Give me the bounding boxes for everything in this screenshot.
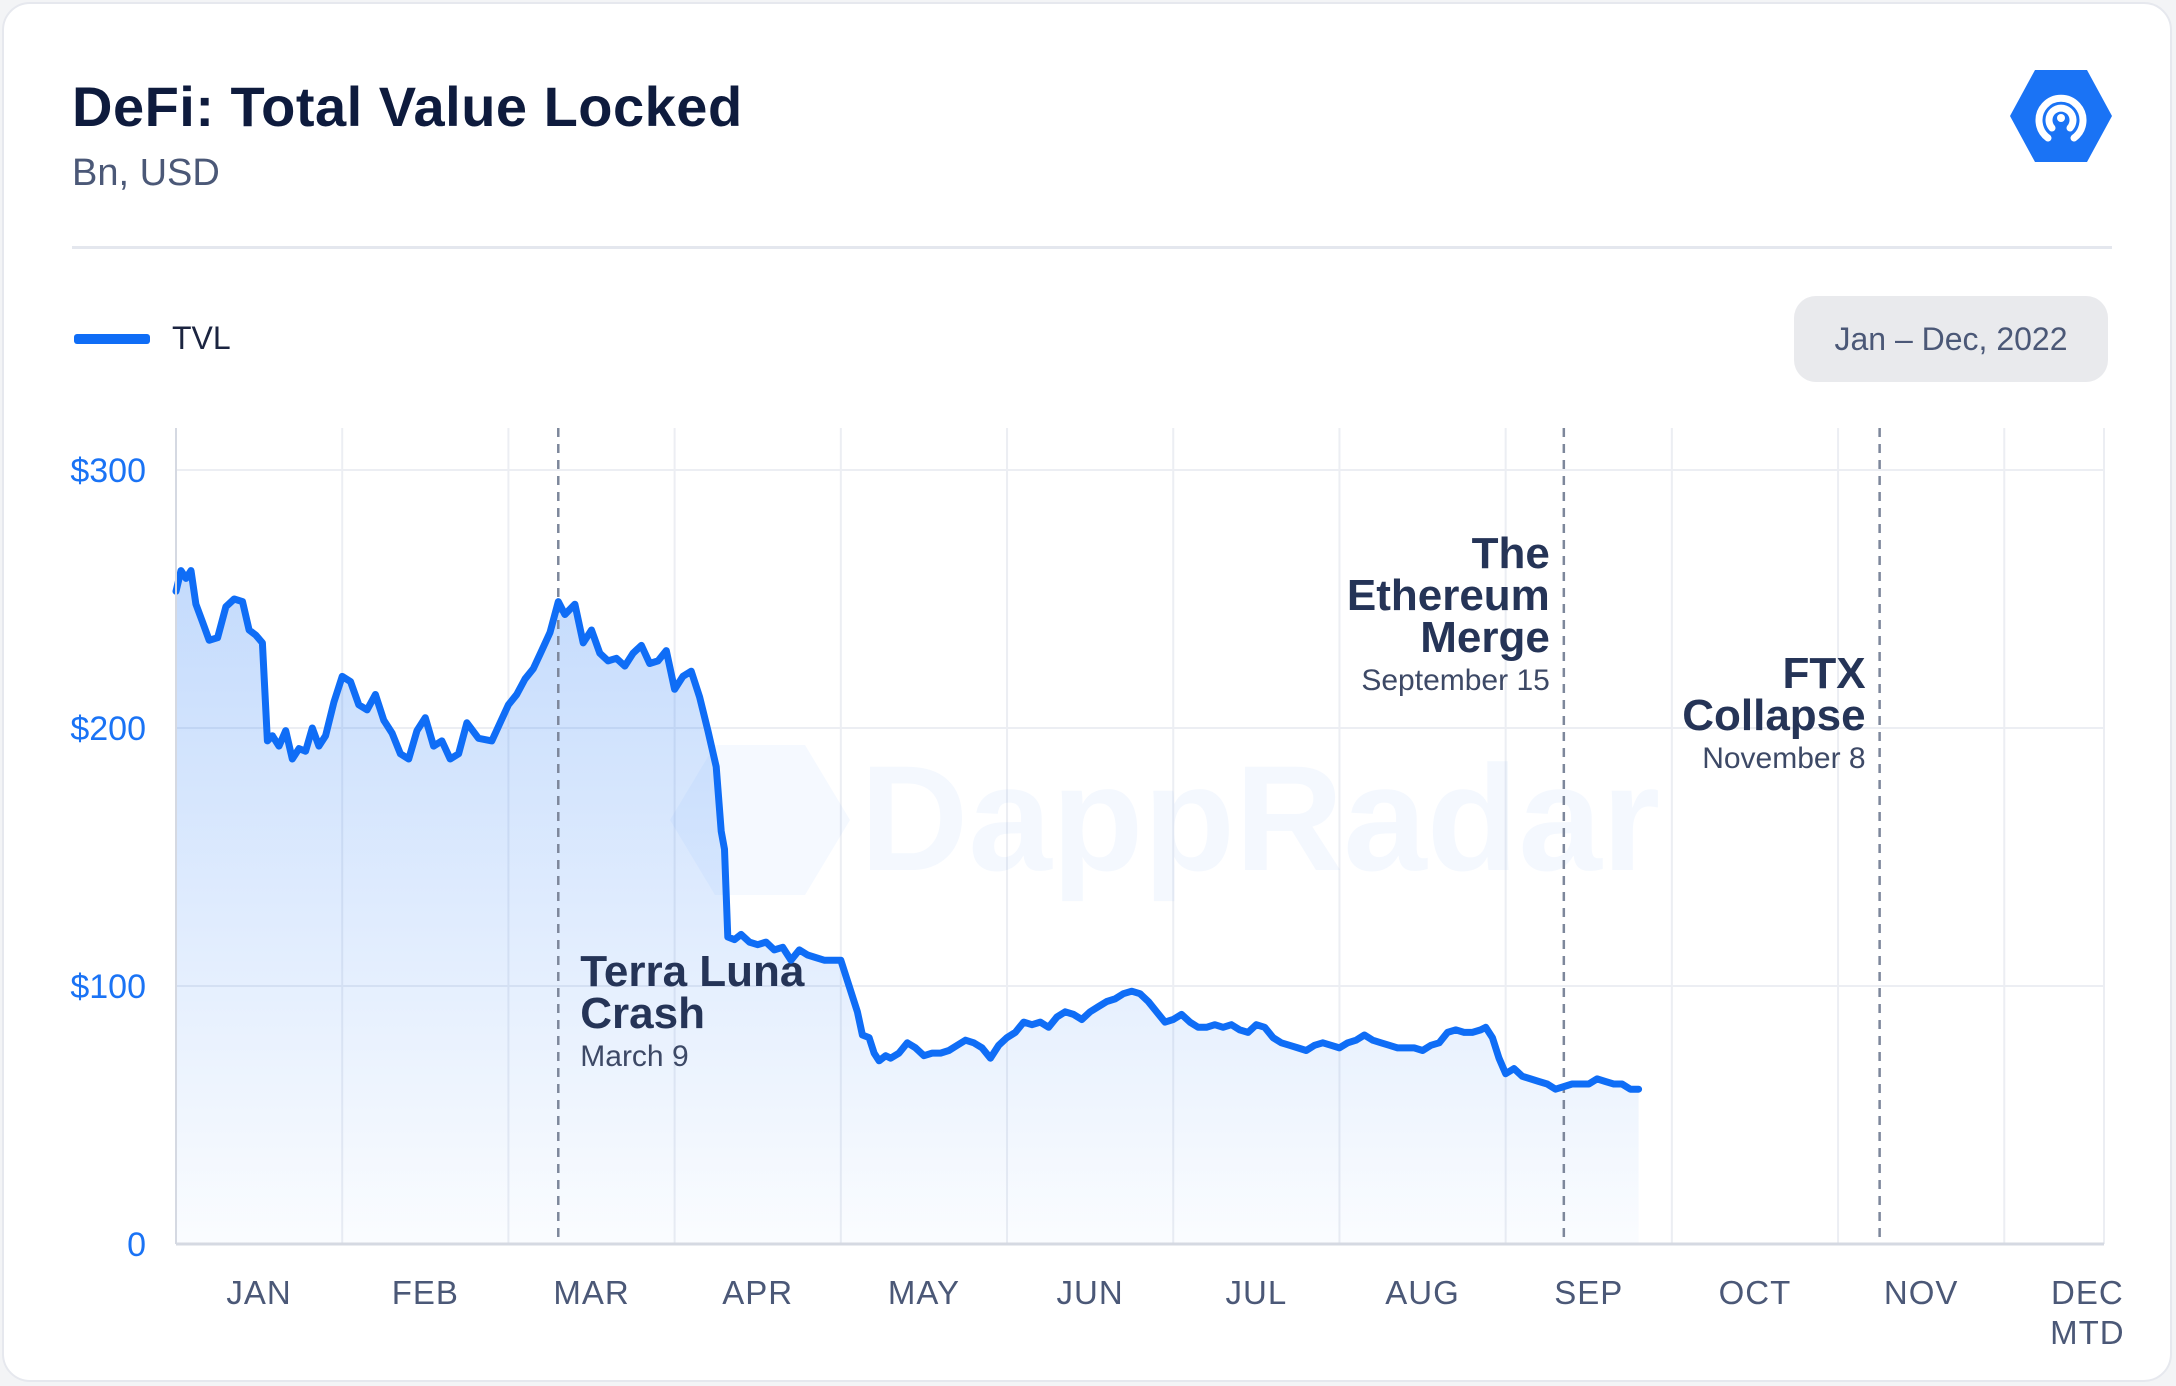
tvl-area-fill — [176, 570, 1639, 1244]
legend-label-tvl: TVL — [172, 320, 231, 356]
x-tick-label: OCT — [1719, 1274, 1792, 1311]
event-date: September 15 — [1361, 664, 1549, 697]
x-tick-label: JAN — [226, 1274, 291, 1311]
y-tick-label: $300 — [70, 452, 146, 490]
chart-axes: 0 $100 $200 $300 JAN FEB MAR APR MAY JUN JUL AUG SEP… — [70, 428, 2124, 1351]
x-tick-label: MAR — [553, 1274, 629, 1311]
event-date: March 9 — [580, 1040, 688, 1073]
header-divider — [72, 246, 2112, 249]
chart-subtitle: Bn, USD — [72, 152, 220, 194]
x-tick-label: JUN — [1057, 1274, 1124, 1311]
x-tick-label: JUL — [1226, 1274, 1288, 1311]
event-title: Collapse — [1682, 691, 1865, 740]
tvl-series-line — [172, 567, 1643, 1093]
event-date: November 8 — [1702, 742, 1865, 775]
event-title: FTX — [1783, 649, 1866, 698]
date-range-badge[interactable]: Jan – Dec, 2022 — [1794, 296, 2108, 382]
event-title: Crash — [580, 989, 705, 1038]
dappradar-logo-icon — [2010, 70, 2112, 162]
x-tick-label: DEC — [2051, 1274, 2124, 1311]
x-tick-label: APR — [722, 1274, 793, 1311]
watermark: DappRadar — [670, 734, 1660, 902]
x-tick-label: MAY — [888, 1274, 960, 1311]
event-title: Terra Luna — [580, 947, 805, 996]
y-tick-label: $100 — [70, 968, 146, 1006]
event-title: Merge — [1420, 613, 1550, 662]
x-tick-label: NOV — [1884, 1274, 1959, 1311]
x-tick-label: FEB — [392, 1274, 459, 1311]
event-title: The — [1472, 529, 1550, 578]
watermark-text: DappRadar — [860, 734, 1660, 902]
x-tick-label: SEP — [1554, 1274, 1623, 1311]
x-tick-label: AUG — [1385, 1274, 1460, 1311]
event-title: Ethereum — [1347, 571, 1550, 620]
legend-swatch-tvl — [74, 334, 150, 344]
chart-title: DeFi: Total Value Locked — [72, 75, 743, 138]
y-tick-label: 0 — [127, 1226, 146, 1264]
y-tick-label: $200 — [70, 710, 146, 748]
x-tick-label: MTD — [2050, 1314, 2124, 1351]
